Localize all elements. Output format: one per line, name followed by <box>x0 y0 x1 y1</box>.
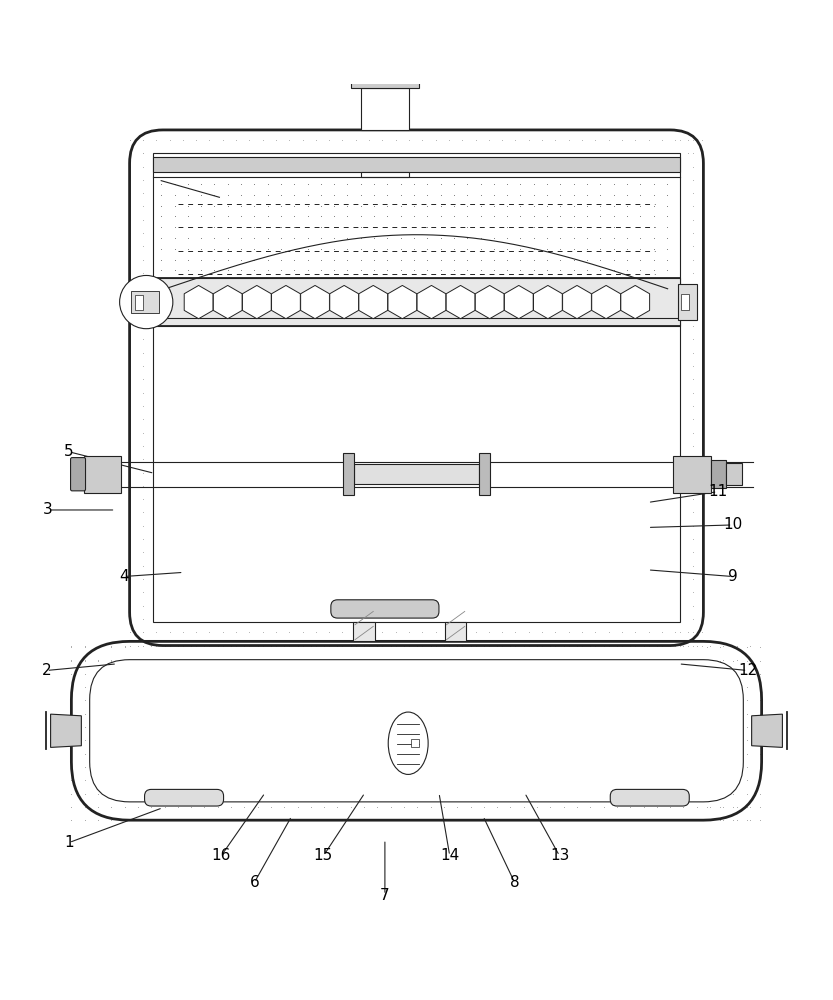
Bar <box>411 739 419 747</box>
Bar <box>84 456 122 493</box>
Bar <box>726 463 742 485</box>
Bar <box>343 453 354 495</box>
Text: 3: 3 <box>43 502 53 517</box>
Bar <box>681 294 689 310</box>
Bar <box>445 622 466 641</box>
Text: 12: 12 <box>738 663 757 678</box>
Bar <box>711 460 726 488</box>
Bar <box>353 622 375 641</box>
Bar <box>361 172 409 177</box>
Text: 7: 7 <box>380 888 390 903</box>
Text: 13: 13 <box>550 848 569 863</box>
Circle shape <box>120 275 172 329</box>
Bar <box>354 464 479 484</box>
Text: 11: 11 <box>708 484 727 499</box>
Text: 4: 4 <box>119 569 128 584</box>
Bar <box>361 88 409 130</box>
FancyBboxPatch shape <box>611 789 689 806</box>
Polygon shape <box>751 714 782 747</box>
Bar <box>678 284 696 320</box>
Bar <box>153 157 680 172</box>
Bar <box>132 291 159 313</box>
FancyBboxPatch shape <box>71 458 86 491</box>
FancyBboxPatch shape <box>331 600 439 618</box>
FancyBboxPatch shape <box>90 660 743 802</box>
Text: 14: 14 <box>440 848 459 863</box>
Bar <box>479 453 490 495</box>
Bar <box>135 295 143 310</box>
Text: 6: 6 <box>249 875 259 890</box>
Text: 1: 1 <box>64 835 73 850</box>
Polygon shape <box>51 714 82 747</box>
Text: 5: 5 <box>64 444 73 459</box>
Text: 15: 15 <box>314 848 333 863</box>
FancyBboxPatch shape <box>145 789 223 806</box>
Bar <box>153 153 680 622</box>
Text: 10: 10 <box>723 517 742 532</box>
Polygon shape <box>351 55 419 70</box>
Text: 2: 2 <box>42 663 52 678</box>
Text: 9: 9 <box>728 569 737 584</box>
Bar <box>673 456 711 493</box>
Bar <box>351 70 419 88</box>
Text: 16: 16 <box>212 848 231 863</box>
Bar <box>153 278 680 326</box>
Text: 8: 8 <box>510 875 520 890</box>
Ellipse shape <box>388 712 428 774</box>
